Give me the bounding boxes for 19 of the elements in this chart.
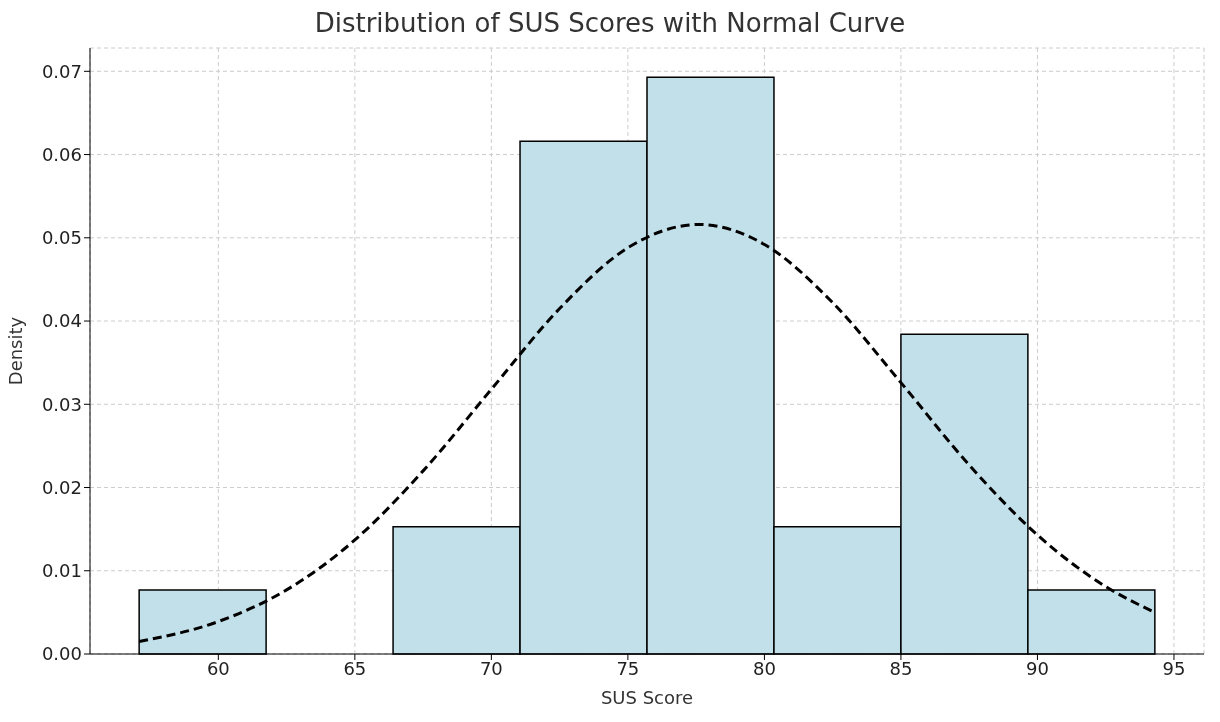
y-tick-label: 0.03	[41, 393, 82, 415]
y-tick-label: 0.04	[41, 310, 82, 332]
x-tick-label: 95	[1162, 657, 1186, 679]
y-axis-title: Density	[5, 316, 27, 386]
y-tick-label: 0.02	[41, 476, 82, 498]
x-tick-label: 85	[889, 657, 913, 679]
x-tick-label: 70	[479, 657, 503, 679]
y-tick-label: 0.00	[41, 643, 82, 665]
y-tick-label: 0.05	[41, 227, 82, 249]
chart-title: Distribution of SUS Scores with Normal Curve	[313, 8, 907, 40]
x-tick-label: 75	[616, 657, 640, 679]
y-tick-label: 0.06	[41, 143, 82, 165]
x-axis-title: SUS Score	[600, 687, 694, 708]
x-tick-label: 90	[1025, 657, 1049, 679]
x-tick-label: 80	[752, 657, 776, 679]
y-tick-label: 0.01	[41, 560, 82, 582]
x-tick-label: 60	[206, 657, 230, 679]
y-tick-label: 0.07	[41, 60, 82, 82]
x-tick-label: 65	[343, 657, 367, 679]
